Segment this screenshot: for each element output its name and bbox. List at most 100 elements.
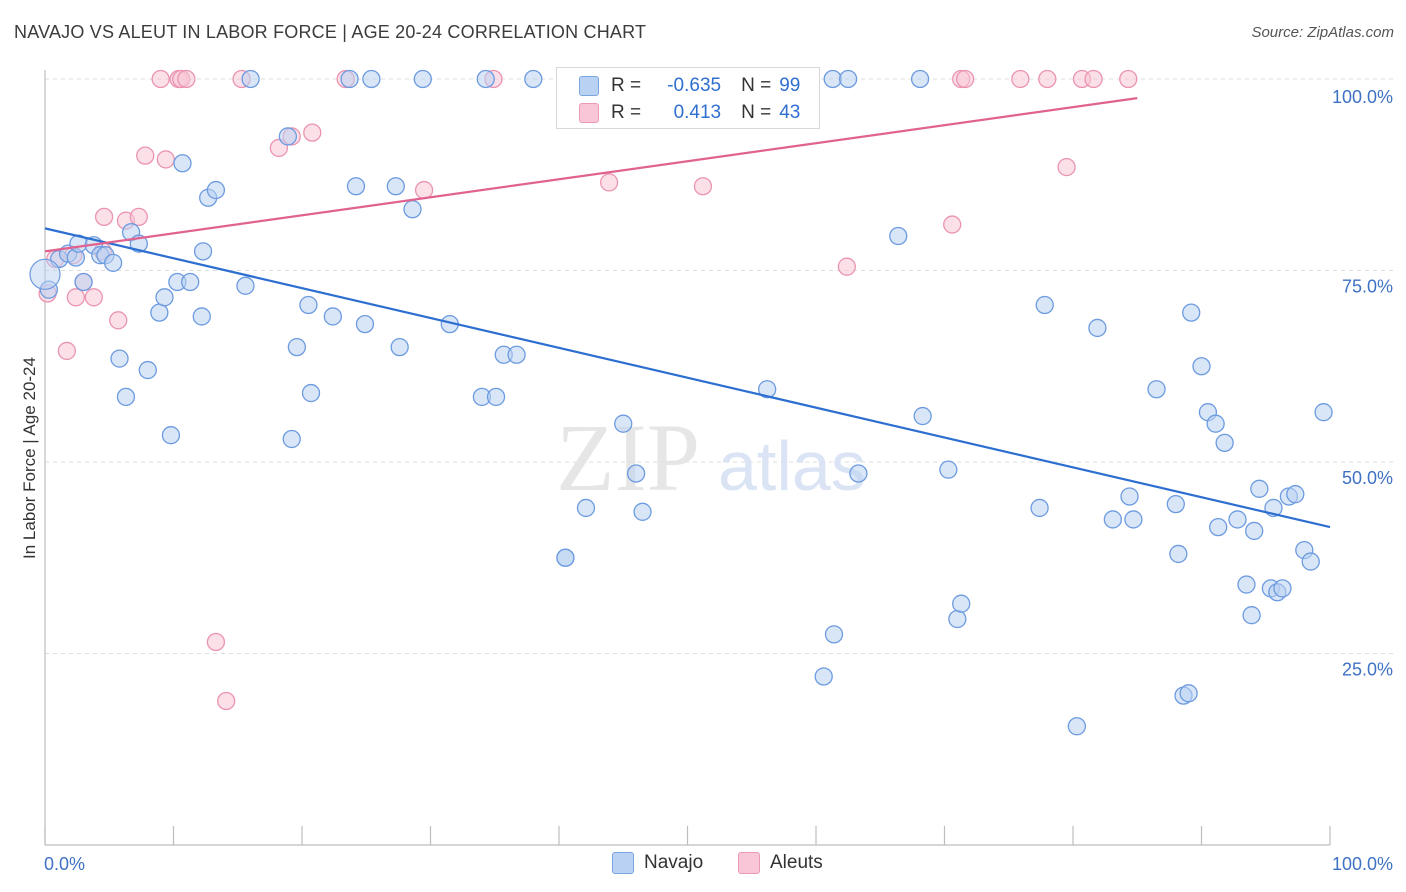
aleut-point (206, 632, 226, 652)
trendlines (44, 97, 1331, 529)
aleut-point (943, 215, 962, 234)
aleut-point (217, 691, 236, 711)
navajo-point (299, 295, 318, 315)
navajo-point (486, 387, 506, 407)
navajo-point (614, 414, 633, 433)
navajo-point (1286, 485, 1305, 504)
navajo-point (390, 337, 409, 357)
aleut-point (66, 288, 85, 307)
navajo-point (939, 460, 958, 479)
navajo-point (913, 406, 932, 426)
navajo-point (192, 307, 211, 326)
aleut-r-value: 0.413 (673, 102, 722, 123)
navajo-point (301, 383, 321, 403)
correlation-legend: R = -0.635 N = 99 R = 0.413 N = 43 (556, 67, 820, 129)
aleut-point (693, 177, 713, 196)
aleut-point (177, 69, 196, 89)
y-tick-label: 100.0% (1332, 87, 1393, 107)
navajo-point (1273, 579, 1292, 598)
navajo-trendline (44, 227, 1331, 529)
navajo-point-large (29, 258, 61, 290)
navajo-point (236, 276, 255, 295)
navajo-point (633, 502, 652, 521)
aleut-point (84, 288, 103, 307)
navajo-point (403, 200, 422, 219)
x-tick-label: 0.0% (44, 854, 85, 874)
navajo-point (1179, 684, 1198, 703)
navajo-point (346, 177, 366, 196)
navajo-point (1182, 303, 1201, 322)
navajo-point (823, 69, 842, 89)
navajo-point (524, 69, 543, 89)
aleut-point (1119, 69, 1138, 89)
chart-title: NAVAJO VS ALEUT IN LABOR FORCE | AGE 20-… (14, 22, 647, 42)
navajo-point (241, 69, 260, 89)
navajo-point (849, 464, 868, 483)
n-label: N = (741, 75, 772, 96)
x-tick-label: 100.0% (1332, 854, 1393, 874)
navajo-point (386, 177, 405, 196)
navajo-point (1192, 357, 1211, 376)
aleut-point (599, 173, 619, 192)
aleut-point (156, 150, 175, 169)
navajo-point (74, 272, 93, 292)
navajo-point (1030, 498, 1049, 518)
navajo-point (103, 253, 123, 272)
navajo-point (193, 242, 213, 261)
navajo-point (1169, 544, 1188, 564)
navajo-point (287, 337, 307, 357)
aleut-swatch (579, 103, 599, 123)
aleut-point (151, 69, 170, 89)
navajo-point (173, 154, 192, 173)
navajo-point (116, 387, 136, 407)
navajo-point (206, 180, 226, 200)
aleut-point (303, 123, 322, 142)
navajo-point (1250, 479, 1269, 498)
navajo-point (1228, 510, 1247, 529)
aleut-n-value: 43 (779, 102, 801, 123)
navajo-point (355, 314, 375, 334)
navajo-point (1206, 414, 1225, 433)
navajo-point (576, 498, 596, 518)
navajo-point (278, 127, 298, 146)
bottom-legend-navajo[interactable]: Navajo (612, 852, 703, 874)
navajo-point (476, 69, 495, 89)
navajo-point (161, 426, 181, 445)
y-axis-title: In Labor Force | Age 20-24 (20, 357, 39, 559)
n-label: N = (741, 102, 772, 123)
navajo-n-value: 99 (779, 75, 801, 96)
source-label: Source: ZipAtlas.com (1251, 24, 1394, 41)
aleut-point (414, 180, 434, 200)
navajo-point (1301, 552, 1320, 571)
navajo-point (282, 429, 301, 449)
aleut-point (1038, 69, 1057, 89)
watermark: ZIP atlas (556, 404, 866, 511)
aleut-point (109, 311, 128, 330)
aleut-point (1057, 157, 1076, 177)
navajo-point (824, 625, 844, 644)
bottom-legend-aleuts[interactable]: Aleuts (738, 852, 823, 874)
watermark-atlas: atlas (718, 427, 866, 505)
aleut-legend-swatch (738, 852, 760, 874)
navajo-point (507, 345, 526, 364)
navajo-point (150, 303, 169, 322)
navajo-point (948, 609, 967, 629)
navajo-point (1245, 521, 1264, 541)
tick-labels: 25.0% 50.0% 75.0% 100.0% 0.0% 100.0% (44, 87, 1393, 874)
navajo-point (181, 272, 200, 292)
navajo-r-value: -0.635 (667, 75, 722, 96)
navajo-point (1314, 403, 1333, 422)
navajo-point (138, 360, 157, 380)
navajo-point (1237, 575, 1256, 594)
aleut-points (38, 69, 1138, 711)
navajo-point (838, 69, 858, 89)
r-label: R = (611, 102, 642, 123)
navajo-point (910, 69, 930, 89)
navajo-legend-label: Navajo (644, 852, 704, 873)
navajo-point (110, 349, 129, 368)
navajo-point (1035, 295, 1054, 315)
aleut-point (129, 207, 148, 227)
aleut-point (57, 341, 76, 361)
navajo-points (29, 69, 1333, 736)
